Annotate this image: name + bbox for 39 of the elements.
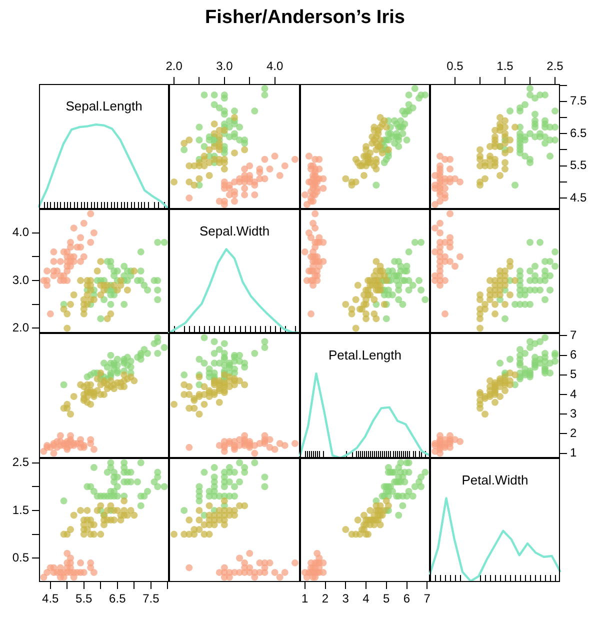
x-tick-label: 2.5 <box>546 59 564 74</box>
x-tick-label: 4.5 <box>42 592 60 606</box>
x-tick-label: 0.5 <box>446 59 464 74</box>
y-tick-label: 1.5 <box>12 502 30 517</box>
y-tick-label: 4.0 <box>12 225 30 240</box>
x-tick-label: 1.5 <box>496 59 514 74</box>
y-tick-label: 0.5 <box>12 550 30 564</box>
x-tick-label: 3.0 <box>216 59 234 74</box>
x-tick-label: 5.5 <box>76 592 93 606</box>
y-tick-label: 3 <box>570 406 577 420</box>
text: Fisher/Anderson’s Iris <box>204 6 406 30</box>
y-tick-label: 6.5 <box>570 126 588 140</box>
y-tick-label: 6 <box>570 348 577 362</box>
x-axis-title: Petal.Width <box>462 472 528 488</box>
x-tick-label: 7.5 <box>142 592 160 606</box>
y-tick-label: 7.5 <box>570 94 588 108</box>
y-tick-label: 4.5 <box>570 190 588 204</box>
y-tick-label: 2 <box>570 426 577 440</box>
x-tick-label: 2 <box>322 592 329 606</box>
y-tick-label: 2.5 <box>12 455 30 470</box>
x-tick-label: 4 <box>362 592 370 606</box>
x-tick-label: 7 <box>424 592 431 606</box>
x-axis-title: Sepal.Width <box>199 224 270 239</box>
x-tick-label: 6.5 <box>109 592 126 606</box>
x-axis-title: Petal.Length <box>328 348 402 363</box>
x-tick-label: 1 <box>302 592 309 606</box>
y-tick-label: 5 <box>570 367 577 382</box>
y-tick-label: 1 <box>570 446 577 460</box>
y-tick-label: 5.5 <box>570 158 588 172</box>
x-tick-label: 2.0 <box>166 59 183 74</box>
x-tick-label: 6 <box>403 592 410 606</box>
y-tick-label: 4 <box>570 386 577 401</box>
x-tick-label: 4.0 <box>266 59 284 74</box>
y-tick-label: 3.0 <box>12 272 30 287</box>
x-tick-label: 5 <box>383 592 390 606</box>
x-tick-label: 3 <box>342 592 350 606</box>
y-tick-label: 7 <box>570 328 577 342</box>
y-tick-label: 2.0 <box>12 320 30 335</box>
x-axis-title: Sepal.Length <box>66 98 142 114</box>
